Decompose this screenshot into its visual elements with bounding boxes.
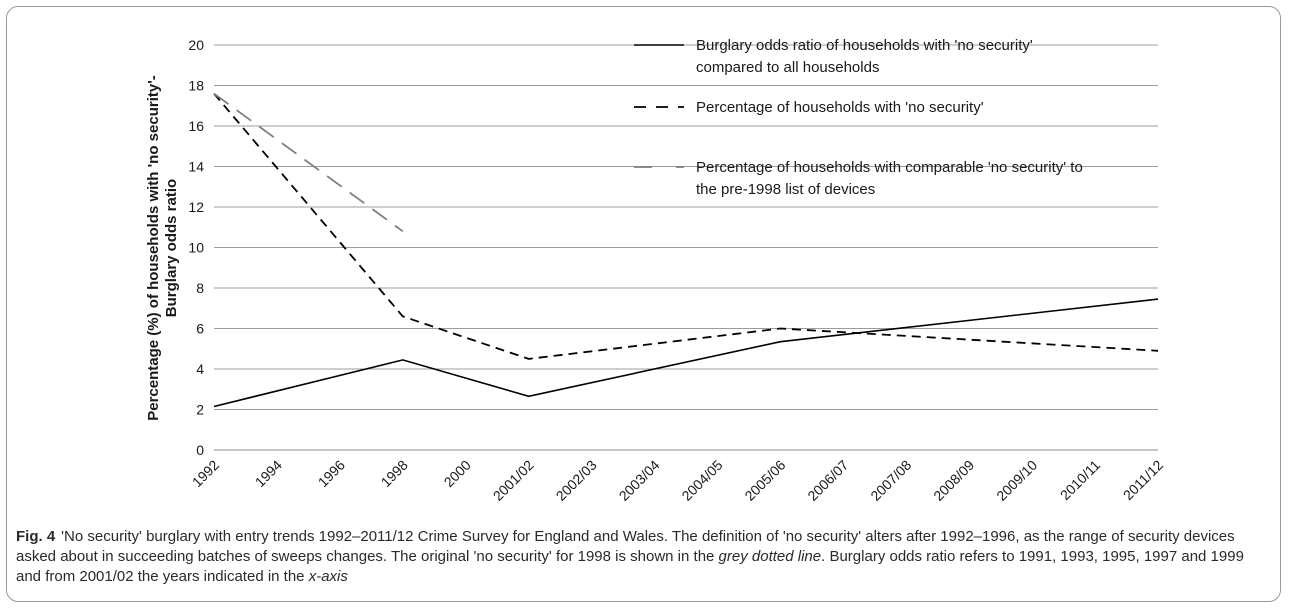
y-tick-label: 20 [188,37,204,53]
y-axis-label: Percentage (%) of households with 'no se… [145,75,162,421]
legend-label: Burglary odds ratio of households with '… [696,37,1033,54]
caption-text-1: 'No security' burglary with entry trends… [16,528,1235,565]
y-tick-label: 6 [196,321,204,337]
y-axis-label: Burglary odds ratio [163,179,180,317]
x-tick-label: 2011/12 [1120,457,1167,504]
caption-italic-2: x-axis [308,568,348,585]
x-tick-label: 2008/09 [930,457,977,504]
y-tick-label: 8 [196,280,204,296]
legend-label: compared to all households [696,59,879,76]
x-tick-label: 2002/03 [553,457,600,504]
x-tick-label: 2003/04 [616,457,663,504]
series-line-2 [213,93,1159,360]
x-tick-label: 2004/05 [678,457,725,504]
x-tick-label: 2009/10 [993,457,1040,504]
y-tick-label: 12 [188,199,204,215]
legend-label: the pre-1998 list of devices [696,181,875,198]
x-tick-label: 2006/07 [804,457,851,504]
legend-label: Percentage of households with comparable… [696,159,1083,176]
y-tick-label: 2 [196,402,204,418]
series-line-1 [213,298,1159,408]
x-tick-label: 1992 [189,457,222,490]
line-chart: 0 2 4 6 8 10 12 14 16 18 20 1992 1994 1996 1998 2000 200… [145,37,1167,504]
x-tick-label: 2001/02 [490,457,537,504]
x-tick-label: 2007/08 [867,457,914,504]
caption-italic-1: grey dotted line [718,548,822,565]
y-tick-label: 0 [196,442,204,458]
figure-frame [6,6,1281,602]
series-line-3 [213,92,404,233]
x-tick-label: 2010/11 [1057,457,1104,504]
legend-label: Percentage of households with 'no securi… [696,99,984,116]
y-tick-label: 18 [188,78,204,94]
x-tick-label: 2000 [441,457,474,490]
caption-label: Fig. 4 [16,528,56,545]
x-tick-label: 1994 [252,457,285,490]
figure-caption: Fig. 4 'No security' burglary with entry … [16,527,1271,587]
y-tick-label: 14 [188,159,204,175]
y-tick-label: 4 [196,361,204,377]
x-tick-label: 1996 [315,457,348,490]
x-tick-label: 2005/06 [741,457,788,504]
x-tick-label: 1998 [378,457,411,490]
y-tick-label: 10 [188,240,204,256]
caption-text-2: . Burglary odds ratio refers to 1991, 19… [16,548,1244,585]
y-tick-label: 16 [188,118,204,134]
